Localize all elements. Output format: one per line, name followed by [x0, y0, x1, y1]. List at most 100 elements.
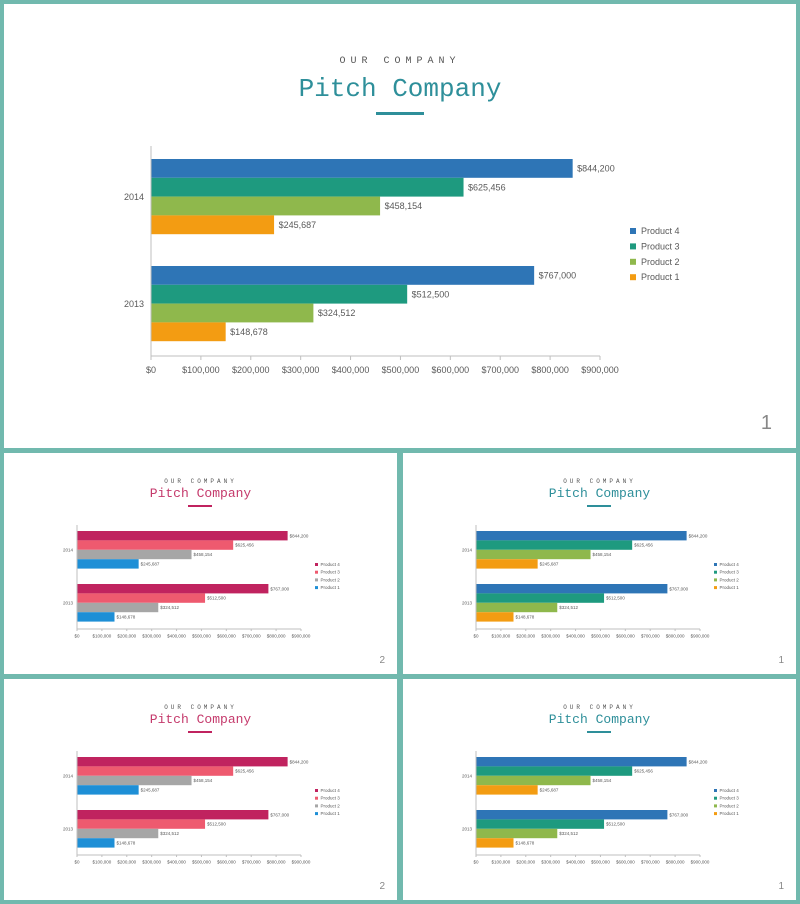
slide-kicker: OUR COMPANY: [164, 478, 237, 485]
data-label: $148,678: [117, 840, 136, 845]
data-label: $512,500: [207, 822, 226, 827]
slide-kicker: OUR COMPANY: [563, 478, 636, 485]
data-label: $245,687: [279, 220, 317, 230]
x-tick-label: $500,000: [192, 860, 211, 865]
x-tick-label: $700,000: [242, 634, 261, 639]
x-tick-label: $600,000: [616, 634, 635, 639]
slide-kicker: OUR COMPANY: [339, 56, 461, 67]
legend-swatch-product-1: [315, 812, 318, 816]
x-tick-label: $100,000: [491, 634, 510, 639]
data-label: $625,456: [634, 543, 653, 548]
bar-product-4-2013: [476, 810, 668, 820]
slide-thumbnail[interactable]: OUR COMPANY Pitch Company $0 $100,000 $200…: [4, 453, 397, 674]
slide-title-word-1: Pitch: [298, 74, 377, 104]
slide-thumbnail[interactable]: OUR COMPANY Pitch Company $0 $100,000 $200…: [4, 679, 397, 900]
title-underline: [188, 731, 212, 733]
bar-product-4-2014: [476, 531, 687, 541]
x-tick-label: $400,000: [167, 860, 186, 865]
slide-title: Pitch Company: [4, 486, 397, 501]
x-tick-label: $200,000: [516, 634, 535, 639]
data-label: $458,154: [385, 201, 423, 211]
x-tick-label: $600,000: [432, 365, 470, 375]
page-number: 2: [379, 655, 385, 666]
bar-product-4-2013: [151, 266, 535, 285]
legend-swatch-product-4: [630, 228, 636, 234]
legend-swatch-product-4: [315, 563, 318, 566]
bar-product-2-2013: [476, 828, 558, 839]
x-tick-label: $400,000: [167, 634, 186, 639]
category-label-2013: 2013: [462, 826, 473, 831]
legend-label-product-3: Product 3: [321, 570, 341, 575]
legend-swatch-product-1: [315, 586, 318, 590]
x-tick-label: $900,000: [292, 860, 311, 865]
x-tick-label: $100,000: [92, 634, 111, 639]
legend-label-product-2: Product 2: [321, 803, 341, 808]
x-tick-label: $800,000: [267, 634, 286, 639]
bar-product-3-2013: [476, 593, 605, 603]
x-tick-label: $300,000: [282, 365, 320, 375]
legend-swatch-product-3: [714, 570, 717, 574]
data-label: $512,500: [606, 596, 625, 601]
x-tick-label: $700,000: [641, 860, 660, 865]
slide-title-word-2: Company: [196, 712, 252, 727]
slide-thumbnail[interactable]: OUR COMPANY Pitch Company $0 $100,000 $200…: [403, 679, 796, 900]
slide-kicker: OUR COMPANY: [563, 704, 636, 711]
data-label: $458,154: [194, 778, 213, 783]
bar-product-2-2013: [77, 602, 159, 613]
bar-product-3-2013: [77, 593, 206, 603]
page-number: 2: [379, 881, 385, 892]
bar-product-2-2013: [476, 602, 558, 613]
slide-thumbnail[interactable]: OUR COMPANY Pitch Company $0 $100,000 $200…: [403, 453, 796, 674]
legend-label-product-2: Product 2: [720, 803, 740, 808]
bar-product-2-2013: [151, 303, 314, 323]
data-label: $458,154: [194, 552, 213, 557]
slide-large[interactable]: OUR COMPANY Pitch Company $0 $100,000 $200…: [4, 4, 796, 448]
legend-swatch-product-3: [315, 796, 318, 800]
category-label-2013: 2013: [462, 600, 473, 605]
data-label: $245,687: [141, 787, 160, 792]
bar-product-3-2014: [151, 177, 464, 197]
category-label-2014: 2014: [462, 773, 473, 778]
x-tick-label: $300,000: [142, 860, 161, 865]
x-tick-label: $0: [146, 365, 156, 375]
bar-chart: $0 $100,000 $200,000 $300,000 $400,000 $500,0…: [124, 146, 680, 375]
bar-product-3-2014: [476, 766, 633, 776]
x-tick-label: $400,000: [566, 634, 585, 639]
x-tick-label: $100,000: [92, 860, 111, 865]
data-label: $625,456: [235, 543, 254, 548]
legend-swatch-product-2: [714, 804, 717, 808]
category-label-2013: 2013: [63, 600, 74, 605]
title-underline: [587, 731, 611, 733]
x-tick-label: $400,000: [566, 860, 585, 865]
bar-product-4-2014: [77, 757, 288, 767]
page-number: 1: [778, 881, 784, 892]
x-tick-label: $0: [74, 860, 80, 865]
x-tick-label: $400,000: [332, 365, 370, 375]
legend-swatch-product-4: [315, 789, 318, 792]
data-label: $512,500: [207, 596, 226, 601]
category-label-2014: 2014: [63, 547, 74, 552]
x-tick-label: $0: [473, 860, 479, 865]
data-label: $245,687: [141, 561, 160, 566]
bar-product-4-2013: [77, 584, 269, 594]
bar-product-1-2013: [77, 612, 115, 622]
x-tick-label: $100,000: [182, 365, 220, 375]
bar-product-1-2014: [151, 215, 275, 235]
bar-product-1-2013: [151, 322, 226, 342]
bar-product-2-2013: [77, 828, 159, 839]
legend-swatch-product-2: [630, 258, 636, 265]
legend-swatch-product-3: [714, 796, 717, 800]
bar-product-3-2013: [151, 284, 408, 304]
legend-swatch-product-2: [315, 804, 318, 808]
x-tick-label: $900,000: [581, 365, 619, 375]
legend-label-product-1: Product 1: [720, 585, 740, 590]
slide-title-word-2: Company: [595, 486, 651, 501]
bar-product-2-2014: [476, 775, 591, 786]
legend-swatch-product-1: [714, 812, 717, 816]
data-label: $148,678: [230, 327, 268, 337]
data-label: $512,500: [606, 822, 625, 827]
slide-title-word-1: Pitch: [149, 712, 189, 727]
legend-label-product-2: Product 2: [321, 577, 341, 582]
data-label: $324,512: [160, 831, 179, 836]
data-label: $844,200: [290, 533, 309, 538]
